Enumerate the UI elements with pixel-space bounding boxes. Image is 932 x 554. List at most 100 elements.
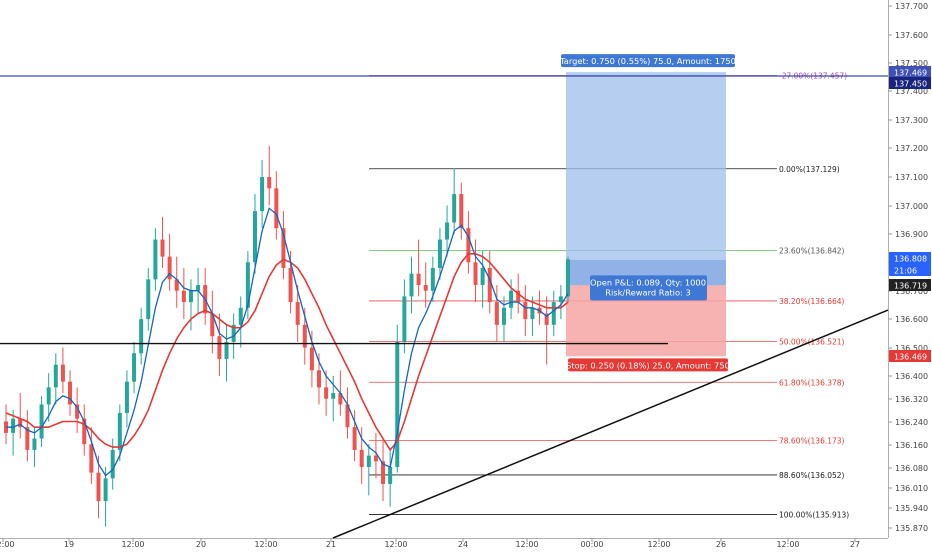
candle-body[interactable] <box>317 370 322 388</box>
candle-body[interactable] <box>18 418 23 428</box>
pnl-label-box <box>590 275 707 301</box>
candle-body[interactable] <box>238 307 243 325</box>
candle-body[interactable] <box>523 302 528 320</box>
pnl-label-line2: Risk/Reward Ratio: 3 <box>605 287 691 297</box>
trend-line[interactable] <box>332 309 889 539</box>
candle-body[interactable] <box>437 239 442 268</box>
fib-level-label: 61.80%(136.378) <box>779 378 845 387</box>
candle-body[interactable] <box>110 449 115 479</box>
stop-label: Stop: 0.250 (0.18%) 25.0, Amount: 750 <box>566 360 730 370</box>
candle-body[interactable] <box>53 364 58 388</box>
candle-body[interactable] <box>551 302 556 325</box>
candle-body[interactable] <box>274 188 279 229</box>
candle-body[interactable] <box>381 461 386 485</box>
candle-body[interactable] <box>402 296 407 342</box>
stop-label-box <box>568 358 728 372</box>
candle-body[interactable] <box>487 267 492 303</box>
candle-body[interactable] <box>82 418 87 445</box>
candle-body[interactable] <box>544 313 549 325</box>
candle-body[interactable] <box>181 290 186 303</box>
candle-body[interactable] <box>423 285 428 291</box>
candle-body[interactable] <box>516 290 521 303</box>
price-tick-label: 136.500 <box>895 344 928 353</box>
pnl-label-line1: Open P&L: 0.089, Qty: 1000 <box>590 277 706 287</box>
price-tick-label: 135.940 <box>895 504 928 513</box>
candle-body[interactable] <box>245 262 250 308</box>
price-tick-label: 136.900 <box>895 230 928 239</box>
candle-body[interactable] <box>352 427 357 450</box>
candle-body[interactable] <box>60 364 65 382</box>
candle-body[interactable] <box>366 455 371 467</box>
candle-body[interactable] <box>309 347 314 371</box>
candle-body[interactable] <box>459 194 464 229</box>
candle-body[interactable] <box>509 290 514 308</box>
candle-body[interactable] <box>210 313 215 337</box>
candle-body[interactable] <box>75 404 80 419</box>
price-tick-label: 136.160 <box>895 441 928 450</box>
candle-body[interactable] <box>373 455 378 462</box>
candle-body[interactable] <box>132 353 137 382</box>
fib-level-label: 0.00%(137.129) <box>779 165 840 174</box>
candle-body[interactable] <box>416 273 421 286</box>
candle-body[interactable] <box>430 267 435 291</box>
candle-body[interactable] <box>345 404 350 428</box>
candle-body[interactable] <box>480 267 485 286</box>
candle-body[interactable] <box>302 324 307 348</box>
candle-body[interactable] <box>160 239 165 257</box>
candle-body[interactable] <box>188 290 193 303</box>
candle-body[interactable] <box>68 381 73 405</box>
candle-body[interactable] <box>395 341 400 467</box>
candle-body[interactable] <box>46 387 51 405</box>
candle-body[interactable] <box>146 279 151 320</box>
time-tick-label: 21 <box>326 540 336 549</box>
candle-body[interactable] <box>331 393 336 399</box>
candle-body[interactable] <box>566 259 570 297</box>
candle-body[interactable] <box>96 472 101 502</box>
candle-body[interactable] <box>11 418 16 433</box>
candle-body[interactable] <box>139 319 144 354</box>
candle-body[interactable] <box>196 285 201 291</box>
ma-fast-line[interactable] <box>6 207 569 477</box>
candle-body[interactable] <box>445 222 450 240</box>
candle-body[interactable] <box>338 393 343 405</box>
candle-body[interactable] <box>124 381 129 413</box>
candle-body[interactable] <box>359 449 364 467</box>
time-tick-label: 12:00 <box>121 540 144 549</box>
candle-body[interactable] <box>530 307 535 320</box>
candle-body[interactable] <box>288 267 293 303</box>
candle-body[interactable] <box>252 211 257 263</box>
target-zone[interactable] <box>566 72 726 286</box>
candle-body[interactable] <box>25 427 30 450</box>
candle-body[interactable] <box>39 404 44 439</box>
candle-body[interactable] <box>473 262 478 286</box>
price-tick-label: 136.240 <box>895 418 928 427</box>
candle-body[interactable] <box>260 177 265 212</box>
candle-body[interactable] <box>153 239 158 280</box>
candle-body[interactable] <box>117 412 122 450</box>
price-tick-label: 137.700 <box>895 2 928 11</box>
candle-body[interactable] <box>32 438 37 450</box>
candle-body[interactable] <box>103 478 108 502</box>
candle-body[interactable] <box>174 279 179 291</box>
candle-body[interactable] <box>466 228 471 263</box>
candle-body[interactable] <box>501 307 506 325</box>
candle-body[interactable] <box>295 302 300 325</box>
candle-body[interactable] <box>409 273 414 297</box>
candle-body[interactable] <box>89 444 94 473</box>
candle-body[interactable] <box>267 177 272 189</box>
candle-body[interactable] <box>217 336 222 359</box>
time-tick-label: 12:00 <box>776 540 799 549</box>
candle-body[interactable] <box>324 387 329 399</box>
candle-body[interactable] <box>167 256 172 280</box>
price-label-target-box <box>889 66 931 78</box>
candle-body[interactable] <box>494 302 499 325</box>
time-tick-label: 20 <box>196 540 206 549</box>
candle-body[interactable] <box>224 341 229 359</box>
candle-body[interactable] <box>231 324 236 342</box>
candle-body[interactable] <box>281 228 286 268</box>
candle-body[interactable] <box>558 296 563 303</box>
candle-body[interactable] <box>452 194 457 223</box>
candle-body[interactable] <box>388 466 393 485</box>
